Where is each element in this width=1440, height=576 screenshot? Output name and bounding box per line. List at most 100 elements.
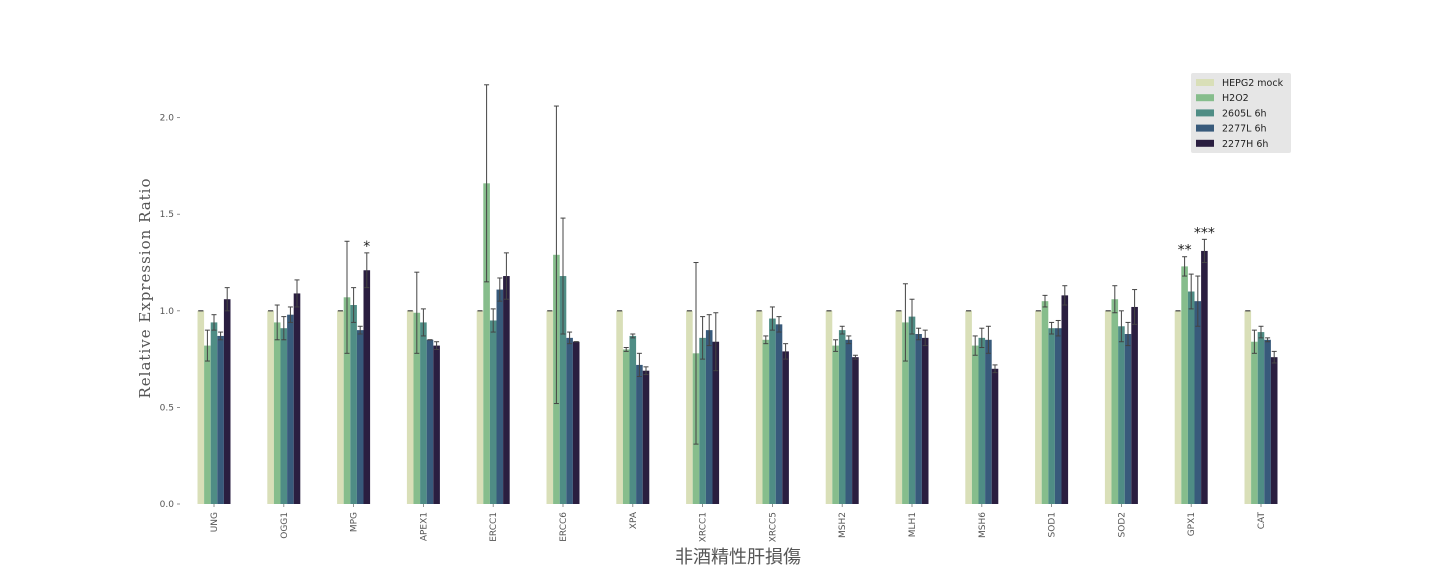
bar-sod1-2 [1048, 328, 1055, 504]
error-bar-cat-3 [1265, 337, 1271, 343]
error-bar-ung-2 [211, 314, 217, 331]
bar-msh2-2 [838, 330, 846, 504]
error-bar-ung-3 [218, 331, 224, 341]
legend-swatch [1196, 109, 1214, 117]
bar-apex1-3 [426, 339, 434, 504]
bar-group-sod1 [1035, 295, 1069, 504]
error-bar-ercc1-4 [503, 252, 509, 300]
significance-marker: *** [1194, 225, 1215, 241]
error-bar-ercc1-1 [484, 84, 490, 283]
bar-group-msh2 [825, 310, 859, 504]
bar-ung-1 [204, 345, 211, 504]
error-bar-msh2-4 [852, 354, 858, 360]
bar-xrcc1-4 [712, 341, 720, 504]
x-tick-label-mpg: MPG [350, 512, 360, 532]
legend-entry: H2O2 [1196, 93, 1249, 104]
legend-entry: 2277H 6h [1196, 139, 1268, 150]
bar-sod2-0 [1104, 310, 1112, 504]
legend-swatch [1196, 94, 1214, 102]
legend-label: 2277L 6h [1222, 124, 1267, 135]
bar-msh6-4 [991, 368, 999, 504]
error-bar-msh6-4 [992, 364, 998, 374]
bar-xrcc5-1 [762, 339, 770, 504]
bar-xpa-3 [636, 364, 643, 504]
error-bar-gpx1-3 [1195, 275, 1201, 327]
bar-mlh1-2 [908, 316, 916, 504]
error-bar-xpa-1 [623, 347, 629, 352]
x-axis-label: 非酒精性肝損傷 [675, 547, 801, 568]
bar-sod2-2 [1118, 326, 1125, 504]
error-bar-msh6-3 [985, 325, 991, 354]
legend-swatch [1196, 124, 1214, 132]
bar-group-xpa [616, 310, 650, 504]
error-bar-ogg1-3 [287, 306, 293, 323]
bar-msh2-3 [845, 339, 853, 504]
y-tick-label: 0.0 [160, 500, 175, 510]
error-bar-sod2-1 [1112, 285, 1118, 314]
bar-msh6-2 [978, 337, 986, 504]
error-bar-ercc1-2 [490, 308, 496, 333]
bar-ercc6-4 [572, 341, 580, 504]
error-bar-xrcc5-2 [769, 306, 775, 331]
error-bar-ogg1-2 [281, 316, 287, 341]
bar-group-ogg1 [267, 293, 301, 504]
error-bar-cat-4 [1271, 350, 1277, 364]
bar-msh2-4 [852, 357, 859, 504]
error-bar-msh6-2 [979, 327, 985, 349]
bar-mpg-2 [350, 305, 357, 504]
x-tick-label-msh6: MSH6 [978, 512, 988, 538]
bar-sod1-1 [1041, 301, 1049, 504]
x-tick-label-xrcc1: XRCC1 [699, 512, 709, 542]
error-bar-ercc6-2 [560, 217, 566, 335]
bar-msh2-1 [832, 345, 839, 504]
error-bar-ogg1-1 [274, 304, 280, 341]
bar-group-sod2 [1104, 299, 1138, 504]
significance-marker: ** [1178, 243, 1192, 259]
bar-ercc6-2 [559, 276, 567, 504]
x-tick-label-ercc1: ERCC1 [489, 512, 499, 542]
bar-group-mlh1 [895, 310, 929, 504]
bar-msh6-0 [965, 310, 972, 504]
bar-xpa-1 [622, 349, 630, 504]
error-bar-mpg-2 [351, 287, 357, 323]
y-tick-label: 1.0 [160, 307, 175, 317]
error-bar-mlh1-1 [902, 283, 908, 362]
bar-xpa-4 [642, 370, 650, 504]
bar-ogg1-0 [267, 310, 274, 504]
error-bar-sod1-2 [1049, 321, 1055, 335]
x-tick-label-ung: UNG [210, 512, 220, 532]
error-bar-sod2-4 [1132, 289, 1138, 325]
bar-group-cat [1244, 310, 1278, 504]
x-tick-label-sod1: SOD1 [1048, 512, 1058, 537]
error-bar-sod1-1 [1042, 294, 1048, 308]
error-bar-mlh1-4 [922, 329, 928, 347]
error-bar-xrcc5-3 [776, 316, 782, 333]
error-bar-msh6-1 [972, 335, 978, 356]
error-bar-gpx1-2 [1188, 273, 1194, 310]
error-bar-mlh1-2 [909, 298, 915, 335]
bar-xrcc5-0 [755, 310, 763, 504]
error-bar-gpx1-1 [1182, 256, 1188, 277]
x-tick-label-apex1: APEX1 [419, 512, 429, 541]
x-tick-label-xpa: XPA [629, 511, 639, 529]
bar-ogg1-2 [280, 328, 288, 504]
bar-apex1-2 [420, 322, 427, 504]
bar-msh2-0 [825, 310, 833, 504]
error-bar-msh2-2 [839, 325, 845, 335]
bar-ogg1-1 [273, 322, 281, 504]
bar-apex1-1 [413, 312, 421, 504]
legend-entry: 2605L 6h [1196, 108, 1267, 119]
error-bar-mlh1-3 [916, 327, 922, 341]
bar-xrcc5-2 [769, 318, 776, 504]
bar-sod1-4 [1061, 295, 1069, 504]
x-tick-label-mlh1: MLH1 [908, 512, 918, 537]
bar-ogg1-4 [293, 293, 301, 504]
bar-apex1-4 [433, 345, 440, 504]
bar-sod1-3 [1054, 328, 1062, 504]
error-bar-xrcc5-1 [763, 335, 769, 345]
bar-msh6-1 [971, 345, 979, 504]
bar-xpa-2 [629, 335, 637, 504]
error-bar-ercc6-1 [553, 105, 559, 405]
bar-ercc6-3 [566, 337, 573, 504]
x-tick-label-ercc6: ERCC6 [559, 512, 569, 542]
